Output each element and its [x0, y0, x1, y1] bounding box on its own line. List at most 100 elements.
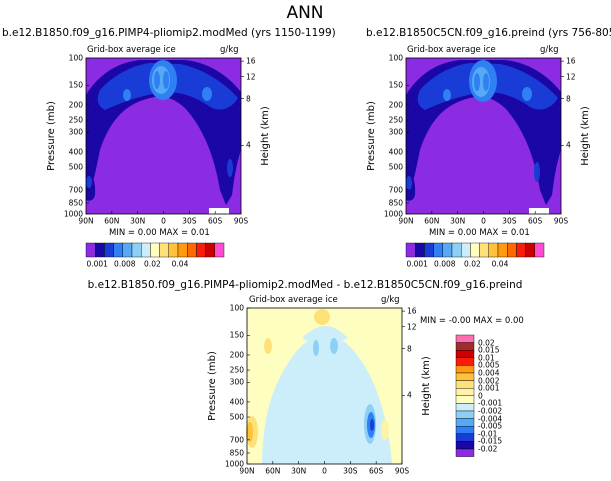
panel1-colorbar-swatch [104, 242, 114, 258]
panel3-colorbar-label: 0.001 [478, 383, 500, 393]
panel2-colorbar-label: 0.02 [464, 259, 481, 269]
panel1-units: g/kg [220, 45, 239, 55]
panel1-colorbar [85, 242, 225, 258]
panel2-ytick-label: 400 [388, 147, 403, 157]
panel3-ytick-label: 400 [229, 397, 244, 407]
panel1-ytick-label: 150 [68, 80, 83, 90]
panel3-positive-right-lower [381, 420, 389, 440]
panel2-colorbar-swatch [479, 242, 490, 258]
panel1-plot [85, 57, 242, 215]
panel2-ytick-label: 500 [388, 162, 403, 172]
panel1-colorbar-swatch [113, 242, 123, 258]
panel3-colorbar-swatch [455, 342, 475, 351]
panel1-colorbar-label: 0.001 [86, 259, 108, 269]
panel2-stats: MIN = 0.00 MAX = 0.01 [429, 228, 530, 238]
panel3-colorbar-label: -0.004 [478, 413, 503, 423]
panel3-xtick-label: 90S [394, 466, 410, 476]
panel1-ytick-label: 400 [68, 147, 83, 157]
panel3-xtick-label: 30S [343, 466, 358, 476]
panel2-ytick-label: 1000 [383, 209, 403, 219]
panel2-title: b.e12.B1850C5CN.f09_g16.preind (yrs 756-… [366, 27, 611, 39]
panel1-colorbar-label: 0.02 [144, 259, 161, 269]
panel3-colorbar-swatch [455, 334, 475, 343]
panel2-xtick-label: 60N [424, 216, 440, 226]
panel2-ytick-label: 150 [388, 80, 403, 90]
panel3-colorbar-label: 0 [478, 391, 483, 401]
panel2-ylabel: Pressure (mb) [366, 101, 377, 171]
panel3-xtick-label: 0 [322, 466, 327, 476]
panel3-colorbar-swatch [455, 441, 475, 450]
panel1-colorbar-swatch [122, 242, 133, 258]
panel1-subtitle: Grid-box average ice [87, 45, 176, 55]
panel3-positive-left-upper [264, 338, 272, 354]
panel3-colorbar-label: 0.01 [478, 353, 495, 363]
panel2-ice-core-left [474, 73, 480, 91]
panel3-colorbar-swatch [455, 372, 475, 381]
panel1-ylabel: Pressure (mb) [46, 101, 57, 171]
panel2-colorbar-swatch [442, 242, 453, 258]
panel2-colorbar [405, 242, 545, 258]
panel1-ytick-label: 100 [68, 53, 83, 63]
panel3-negative-region [262, 332, 392, 464]
panel2-height-tick-label: 8 [566, 93, 571, 103]
panel3-height-tick-label: 4 [407, 390, 412, 400]
panel2-colorbar-swatch [497, 242, 508, 258]
panel2-colorbar-swatch [461, 242, 471, 258]
panel3-colorbar-label: -0.02 [478, 444, 498, 454]
panel3-height-tick-label: 8 [407, 343, 412, 353]
panel3-subtitle: Grid-box average ice [249, 295, 338, 305]
figure-title: ANN [286, 3, 324, 23]
panel2-xtick-label: 90S [553, 216, 569, 226]
panel2-colorbar-swatch [405, 242, 416, 258]
panel1-colorbar-swatch [177, 242, 188, 258]
panel1-xtick-label: 30N [130, 216, 146, 226]
panel1-height-tick-label: 4 [246, 140, 251, 150]
panel3-colorbar-swatch [455, 365, 475, 374]
panel2-surface-gap [529, 208, 549, 214]
panel3-positive-top [314, 309, 330, 325]
panel2-colorbar-swatch [534, 242, 545, 258]
panel1-ytick-label: 500 [68, 162, 83, 172]
panel3-colorbar-swatch [455, 418, 475, 427]
panel1-ice-spot-left [123, 89, 131, 101]
panel3-xtick-label: 60N [265, 466, 281, 476]
panel3-ytick-label: 850 [229, 448, 244, 458]
panel2-ytick-label: 850 [388, 198, 403, 208]
panel1-colorbar-swatch [196, 242, 206, 258]
panel1-colorbar-swatch [150, 242, 160, 258]
panel2-colorbar-label: 0.008 [434, 259, 456, 269]
panel2-colorbar-swatch [507, 242, 517, 258]
panel1-colorbar-swatch [85, 242, 96, 258]
panel1-xtick-label: 60N [104, 216, 120, 226]
panel1-colorbar-swatch [214, 242, 225, 258]
panel3-colorbar-label: 0.015 [478, 345, 500, 355]
panel3-ytick-label: 500 [229, 412, 244, 422]
panel1-ice-spot-right [202, 87, 212, 101]
panel3-negative-upper [302, 326, 348, 344]
panel1-ytick-label: 300 [68, 127, 83, 137]
panel1-colorbar-swatch [168, 242, 179, 258]
panel1-height-tick-label: 16 [246, 56, 256, 66]
panel3-ytick-label: 1000 [224, 459, 244, 469]
panel1-colorbar-swatch [94, 242, 105, 258]
panel3-colorbar-swatch [455, 448, 475, 457]
panel3-plot [246, 307, 403, 465]
panel2-ytick-label: 250 [388, 115, 403, 125]
panel3-ylabel-right: Height (km) [421, 356, 432, 416]
panel2-height-tick-label: 16 [566, 56, 576, 66]
panel2-xtick-label: 60S [528, 216, 543, 226]
panel2-height-tick-label: 12 [566, 71, 576, 81]
panel1-xtick-label: 60S [208, 216, 223, 226]
panel2-ylabel-right: Height (km) [580, 106, 591, 166]
panel1-xtick-label: 90N [78, 216, 94, 226]
panel3-height-tick-label: 16 [407, 306, 417, 316]
panel3-title: b.e12.B1850.f09_g16.PIMP4-pliomip2.modMe… [87, 279, 523, 291]
panel3-height-tick-label: 12 [407, 321, 417, 331]
panel3-colorbar-label: 0.004 [478, 368, 500, 378]
panel1-ice-lower-left-core [86, 176, 92, 188]
panel3-negative-center-left [313, 340, 319, 356]
panel2-subtitle: Grid-box average ice [407, 45, 496, 55]
panel1-ice-core-left [154, 71, 160, 89]
panel3-units: g/kg [381, 295, 400, 305]
panel2-colorbar-swatch [415, 242, 425, 258]
